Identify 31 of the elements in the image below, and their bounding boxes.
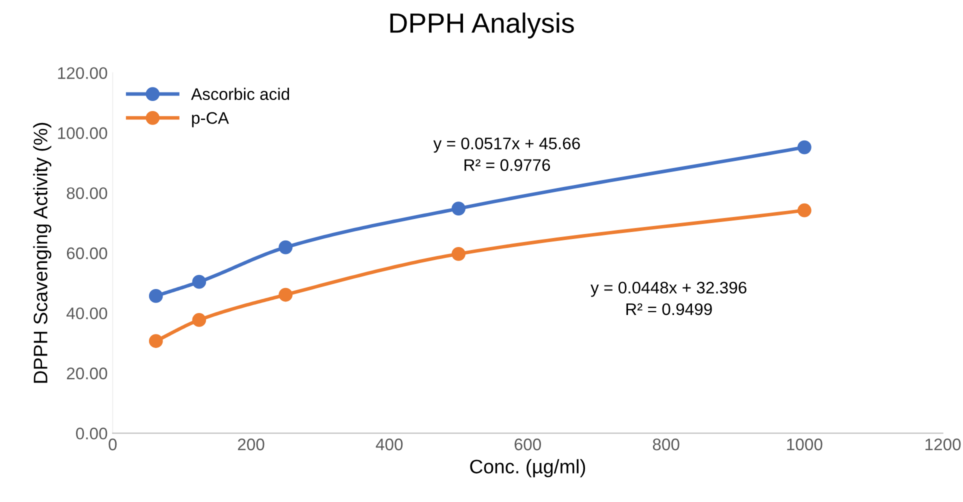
y-axis-title: DPPH Scavenging Activity (%)	[33, 122, 52, 383]
y-tick-label: 120.00	[58, 67, 108, 79]
point	[797, 140, 812, 154]
x-tick-label: 400	[376, 438, 403, 450]
y-tick-label: 100.00	[58, 127, 108, 140]
x-tick-label: 600	[514, 438, 541, 450]
legend-label: p-CA	[192, 112, 229, 128]
legend-label: Ascorbic acid	[191, 88, 290, 100]
x-tick-label: 1200	[926, 438, 961, 450]
x-tick-label: 1000	[787, 438, 822, 450]
point	[452, 246, 466, 261]
point	[148, 289, 163, 303]
y-tick-label: 0.00	[76, 428, 108, 440]
point	[797, 203, 812, 218]
y-tick-label: 80.00	[66, 187, 108, 200]
annotation: y = 0.0517x + 45.66 R² = 0.9776	[433, 138, 580, 171]
point	[192, 313, 206, 327]
y-tick-label: 40.00	[66, 307, 108, 320]
point	[148, 334, 163, 348]
x-tick-label: 800	[652, 438, 680, 450]
annotation: y = 0.0448x + 32.396 R² = 0.9499	[590, 282, 746, 316]
x-tick-label: 0	[108, 438, 117, 450]
chart-title: DPPH Analysis	[390, 12, 574, 38]
point	[192, 274, 206, 289]
y-tick-label: 20.00	[66, 368, 108, 380]
point	[278, 288, 293, 302]
x-axis-title: Conc. (µg/ml)	[470, 459, 586, 478]
x-tick-label: 200	[238, 438, 264, 450]
point	[278, 240, 293, 254]
y-tick-label: 60.00	[66, 247, 108, 260]
point	[452, 202, 466, 216]
